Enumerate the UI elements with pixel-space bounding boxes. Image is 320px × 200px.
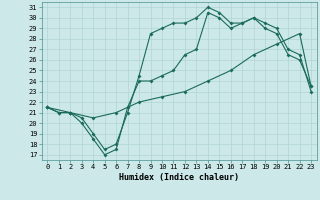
X-axis label: Humidex (Indice chaleur): Humidex (Indice chaleur) [119,173,239,182]
